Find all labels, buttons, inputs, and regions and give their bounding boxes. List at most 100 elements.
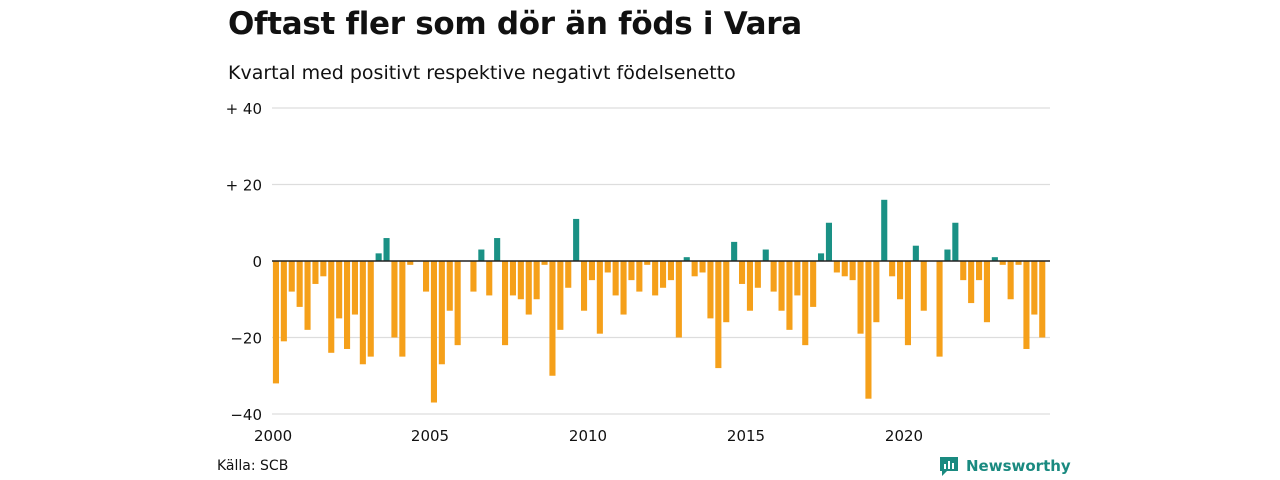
bar	[786, 261, 793, 330]
bar	[304, 261, 311, 330]
bars	[272, 199, 1046, 403]
bar	[762, 249, 769, 261]
newsworthy-logo-icon	[940, 457, 958, 476]
x-tick-label: 2015	[727, 427, 765, 445]
bar	[810, 261, 817, 307]
bar	[920, 261, 927, 311]
x-tick-label: 2005	[411, 427, 449, 445]
bar	[438, 261, 445, 365]
bar	[280, 261, 287, 342]
x-tick-label: 2000	[254, 427, 292, 445]
bar	[596, 261, 603, 334]
bar	[991, 257, 998, 261]
bar	[746, 261, 753, 311]
chart-title: Oftast fler som dör än föds i Vara	[228, 6, 802, 42]
y-tick-label: −20	[230, 330, 262, 348]
bar	[936, 261, 943, 357]
bar	[699, 261, 706, 273]
bar	[478, 249, 485, 261]
bar	[502, 261, 509, 346]
bar	[889, 261, 896, 277]
bar	[802, 261, 809, 346]
bar	[430, 261, 437, 403]
bar	[359, 261, 366, 365]
bar	[873, 261, 880, 323]
bar	[446, 261, 453, 311]
bar	[952, 222, 959, 261]
bar	[1015, 261, 1022, 265]
bar	[849, 261, 856, 281]
bar	[976, 261, 983, 281]
bar	[486, 261, 493, 296]
y-tick-label: 0	[252, 253, 262, 271]
bar	[1023, 261, 1030, 349]
bar	[667, 261, 674, 281]
bar	[865, 261, 872, 399]
x-tick-label: 2020	[885, 427, 923, 445]
bar	[731, 241, 738, 262]
bar	[541, 261, 548, 265]
bar	[565, 261, 572, 288]
bar	[573, 218, 580, 261]
bar	[328, 261, 335, 353]
source-note: Källa: SCB	[217, 458, 289, 474]
bar	[644, 261, 651, 265]
bar	[739, 261, 746, 284]
bar	[683, 257, 690, 261]
bar	[754, 261, 761, 288]
bar	[1031, 261, 1038, 315]
bar	[999, 261, 1006, 265]
bar	[794, 261, 801, 296]
bar	[660, 261, 667, 288]
bar	[367, 261, 374, 357]
bar	[881, 199, 888, 261]
bar	[983, 261, 990, 323]
bar	[517, 261, 524, 300]
bar	[818, 253, 825, 261]
bar	[399, 261, 406, 357]
bar	[944, 249, 951, 261]
bar	[612, 261, 619, 296]
bar	[296, 261, 303, 307]
bar	[288, 261, 295, 292]
bar	[557, 261, 564, 330]
bar	[494, 238, 501, 261]
bar	[1039, 261, 1046, 338]
y-tick-label: + 40	[226, 100, 262, 118]
x-axis-tick-labels: 2000 2005 2010 2015 2020	[254, 427, 923, 445]
bar	[320, 261, 327, 277]
brand-name: Newsworthy	[966, 457, 1071, 475]
bar	[778, 261, 785, 311]
y-tick-label: + 20	[226, 177, 262, 195]
bar	[620, 261, 627, 315]
bar	[628, 261, 635, 281]
bar	[344, 261, 351, 349]
y-axis-tick-labels: + 40 + 20 0 −20 −40	[226, 100, 262, 424]
bar	[715, 261, 722, 369]
bar	[525, 261, 532, 315]
bar	[968, 261, 975, 304]
bar	[383, 238, 390, 261]
bar	[707, 261, 714, 319]
bar	[391, 261, 398, 338]
bar	[375, 253, 382, 261]
bar	[675, 261, 682, 338]
bar	[825, 222, 832, 261]
bar	[454, 261, 461, 346]
bar	[604, 261, 611, 273]
bar	[833, 261, 840, 273]
chart-subtitle: Kvartal med positivt respektive negativt…	[228, 62, 736, 84]
bar	[581, 261, 588, 311]
bar	[407, 261, 414, 265]
bar	[423, 261, 430, 292]
brand-logo[interactable]: Newsworthy	[938, 455, 1071, 477]
bar	[770, 261, 777, 292]
bar	[912, 245, 919, 261]
bar	[897, 261, 904, 300]
bar	[636, 261, 643, 292]
bar	[312, 261, 319, 284]
bar	[336, 261, 343, 319]
bar	[841, 261, 848, 277]
bar	[960, 261, 967, 281]
